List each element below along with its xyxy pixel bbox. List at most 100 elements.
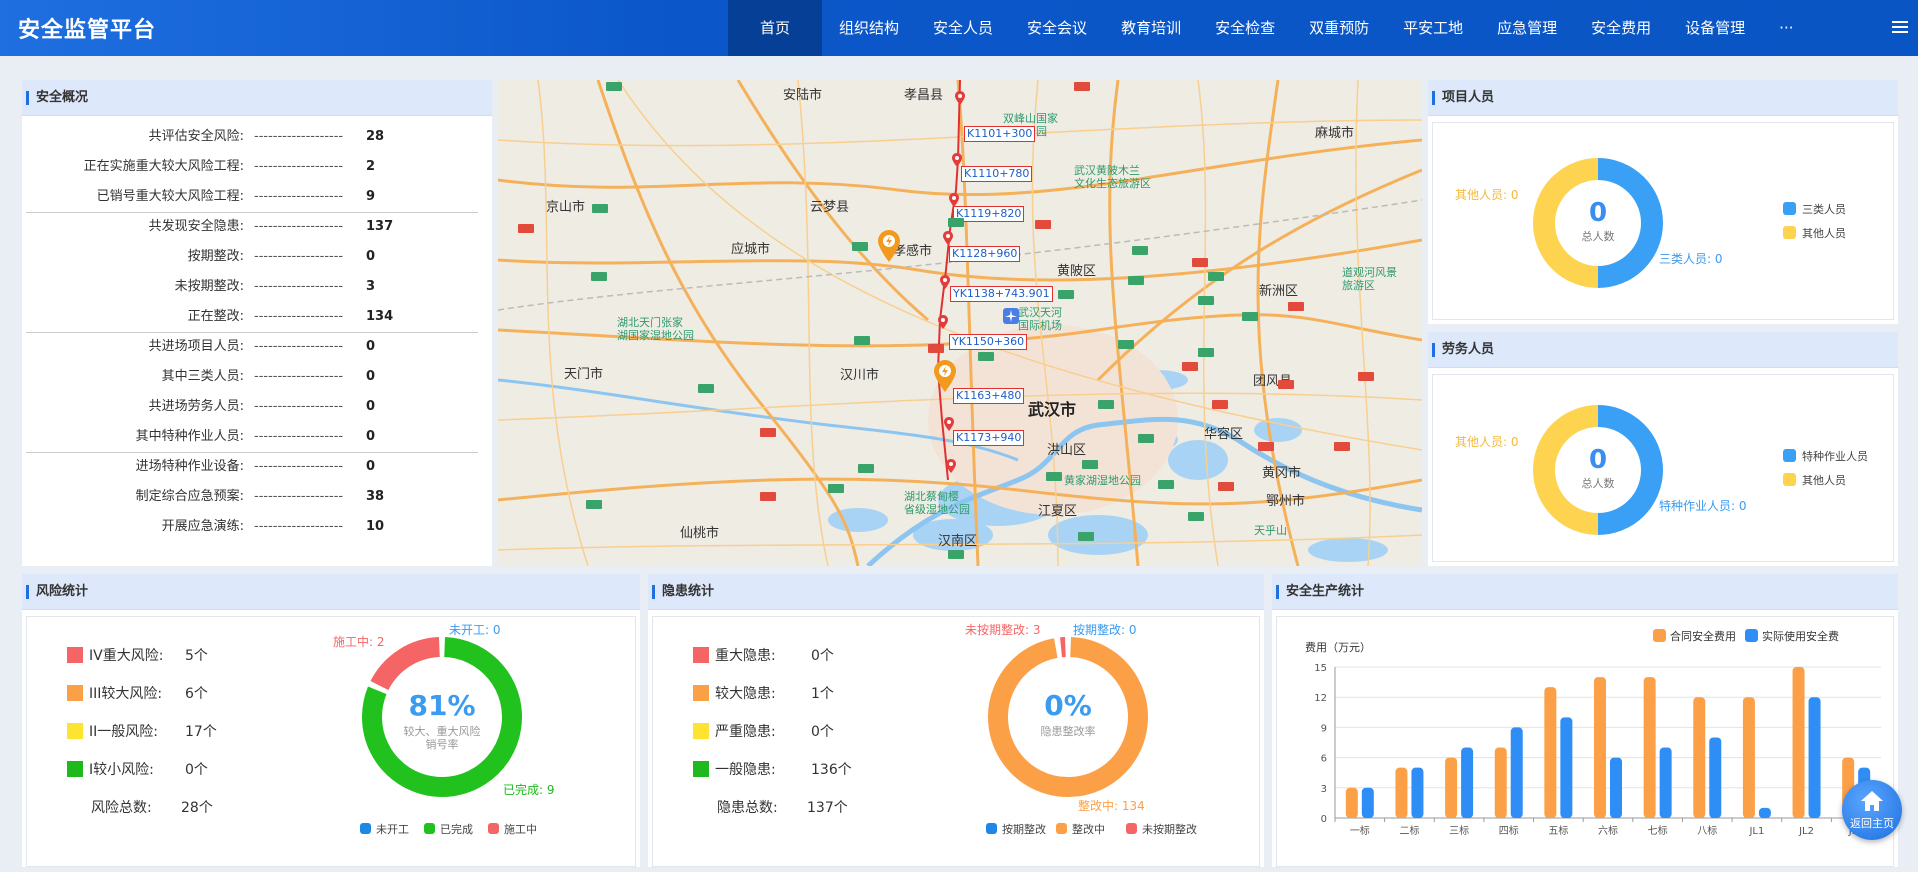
bar-contract[interactable] — [1743, 697, 1755, 818]
home-icon — [1858, 788, 1886, 814]
nav-item-3[interactable]: 安全会议 — [1010, 0, 1104, 56]
bar-contract[interactable] — [1346, 788, 1358, 818]
legend-item[interactable]: 其他人员 — [1783, 225, 1846, 241]
map-city-label: 江夏区 — [1038, 500, 1077, 519]
map-pin-icon[interactable] — [944, 416, 954, 430]
legend-item[interactable]: 整改中 — [1056, 821, 1105, 837]
legend-label: 合同安全费用 — [1670, 629, 1736, 643]
map-park-line: 武汉黄陂木兰 — [1074, 164, 1151, 177]
top-header: 安全监管平台 首页组织结构安全人员安全会议教育培训安全检查双重预防平安工地应急管… — [0, 0, 1918, 56]
map-pin-icon[interactable] — [943, 230, 953, 244]
nav-item-5[interactable]: 安全检查 — [1198, 0, 1292, 56]
legend-item[interactable]: 三类人员 — [1783, 201, 1846, 217]
legend-item[interactable]: 施工中 — [488, 821, 537, 837]
map-pin-icon[interactable] — [946, 458, 956, 472]
bar-contract[interactable] — [1544, 687, 1556, 818]
nav-item-4[interactable]: 教育培训 — [1104, 0, 1198, 56]
road-shield-icon — [592, 204, 608, 213]
legend-item[interactable]: 未按期整改 — [1126, 821, 1197, 837]
map-park-label: 湖北天门张家湖国家湿地公园 — [617, 316, 694, 342]
map-pin-icon[interactable] — [955, 90, 965, 104]
bar-actual[interactable] — [1362, 788, 1374, 818]
overview-value: 0 — [366, 452, 375, 482]
map-city-label: 汉川市 — [840, 364, 879, 383]
legend-swatch[interactable] — [1745, 629, 1758, 642]
road-shield-icon — [948, 550, 964, 559]
map-park-label: 湖北蔡甸樱省级湿地公园 — [904, 490, 970, 516]
overview-value: 0 — [366, 422, 375, 452]
map-pin-icon[interactable] — [938, 314, 948, 328]
legend-label: 按期整改 — [1002, 823, 1046, 836]
map-park-label: 道观河风景旅游区 — [1342, 266, 1397, 292]
legend-item[interactable]: 已完成 — [424, 821, 473, 837]
overview-value: 137 — [366, 212, 393, 242]
map-stake-label[interactable]: YK1138+743.901 — [950, 286, 1053, 302]
legend-item[interactable]: 特种作业人员 — [1783, 448, 1868, 464]
bar-contract[interactable] — [1644, 677, 1656, 818]
x-tick-label: 七标 — [1648, 825, 1668, 837]
staff-donut — [1433, 123, 1895, 319]
nav-item-10[interactable]: 设备管理 — [1668, 0, 1762, 56]
overview-value: 0 — [366, 242, 375, 272]
nav-item-7[interactable]: 平安工地 — [1386, 0, 1480, 56]
map-city-label: 应城市 — [731, 238, 770, 257]
project-map[interactable]: 安陆市孝昌县麻城市京山市云梦县应城市孝感市黄陂区新洲区天门市汉川市武汉市团风县华… — [498, 80, 1422, 566]
site-marker-icon[interactable] — [934, 360, 956, 392]
donut-center-value: 0 — [1583, 445, 1613, 475]
bar-contract[interactable] — [1445, 758, 1457, 818]
panel-title: 安全概况 — [22, 80, 492, 116]
road-shield-icon — [1078, 532, 1094, 541]
map-stake-label[interactable]: K1163+480 — [953, 388, 1024, 404]
bar-contract[interactable] — [1594, 677, 1606, 818]
bar-actual[interactable] — [1660, 748, 1672, 818]
bar-actual[interactable] — [1759, 808, 1771, 818]
map-pin-icon[interactable] — [952, 152, 962, 166]
legend-swatch — [1783, 202, 1796, 215]
bar-contract[interactable] — [1395, 768, 1407, 818]
legend-item[interactable]: 按期整改 — [986, 821, 1046, 837]
map-stake-label[interactable]: K1110+780 — [961, 166, 1032, 182]
menu-icon[interactable] — [1892, 18, 1908, 34]
nav-more-button[interactable]: ··· — [1762, 0, 1810, 56]
map-road — [1198, 80, 1218, 566]
road-shield-icon — [1098, 400, 1114, 409]
overview-leader: ------------------- — [254, 452, 343, 482]
bar-actual[interactable] — [1709, 737, 1721, 818]
map-stake-label[interactable]: K1173+940 — [953, 430, 1024, 446]
nav-item-1[interactable]: 组织结构 — [822, 0, 916, 56]
map-stake-label[interactable]: YK1150+360 — [949, 334, 1027, 350]
map-pin-icon[interactable] — [949, 192, 959, 206]
road-shield-icon — [1128, 276, 1144, 285]
nav-item-6[interactable]: 双重预防 — [1292, 0, 1386, 56]
y-tick-label: 0 — [1321, 814, 1327, 825]
legend-swatch — [360, 823, 371, 834]
donut-center-label: 总人数 — [1568, 228, 1628, 244]
nav-item-9[interactable]: 安全费用 — [1574, 0, 1668, 56]
nav-item-2[interactable]: 安全人员 — [916, 0, 1010, 56]
bar-contract[interactable] — [1693, 697, 1705, 818]
bar-contract[interactable] — [1793, 667, 1805, 818]
donut-slice[interactable] — [379, 647, 439, 685]
back-home-button[interactable]: 返回主页 — [1842, 780, 1902, 840]
bar-actual[interactable] — [1461, 748, 1473, 818]
nav-item-8[interactable]: 应急管理 — [1480, 0, 1574, 56]
map-stake-label[interactable]: K1101+300 — [964, 126, 1035, 142]
bar-actual[interactable] — [1560, 717, 1572, 818]
bar-contract[interactable] — [1495, 748, 1507, 818]
legend-item[interactable]: 其他人员 — [1783, 472, 1846, 488]
bar-actual[interactable] — [1610, 758, 1622, 818]
map-pin-icon[interactable] — [940, 274, 950, 288]
y-axis-title: 费用（万元） — [1305, 641, 1371, 654]
map-city-label: 仙桃市 — [680, 522, 719, 541]
donut-center-label: 总人数 — [1568, 475, 1628, 491]
legend-swatch[interactable] — [1653, 629, 1666, 642]
map-stake-label[interactable]: K1128+960 — [949, 246, 1020, 262]
legend-item[interactable]: 未开工 — [360, 821, 409, 837]
site-marker-icon[interactable] — [878, 230, 900, 262]
bar-actual[interactable] — [1809, 697, 1821, 818]
nav-item-0[interactable]: 首页 — [728, 0, 822, 56]
bar-actual[interactable] — [1511, 727, 1523, 818]
bar-actual[interactable] — [1411, 768, 1423, 818]
panel-title: 隐患统计 — [648, 574, 1264, 610]
